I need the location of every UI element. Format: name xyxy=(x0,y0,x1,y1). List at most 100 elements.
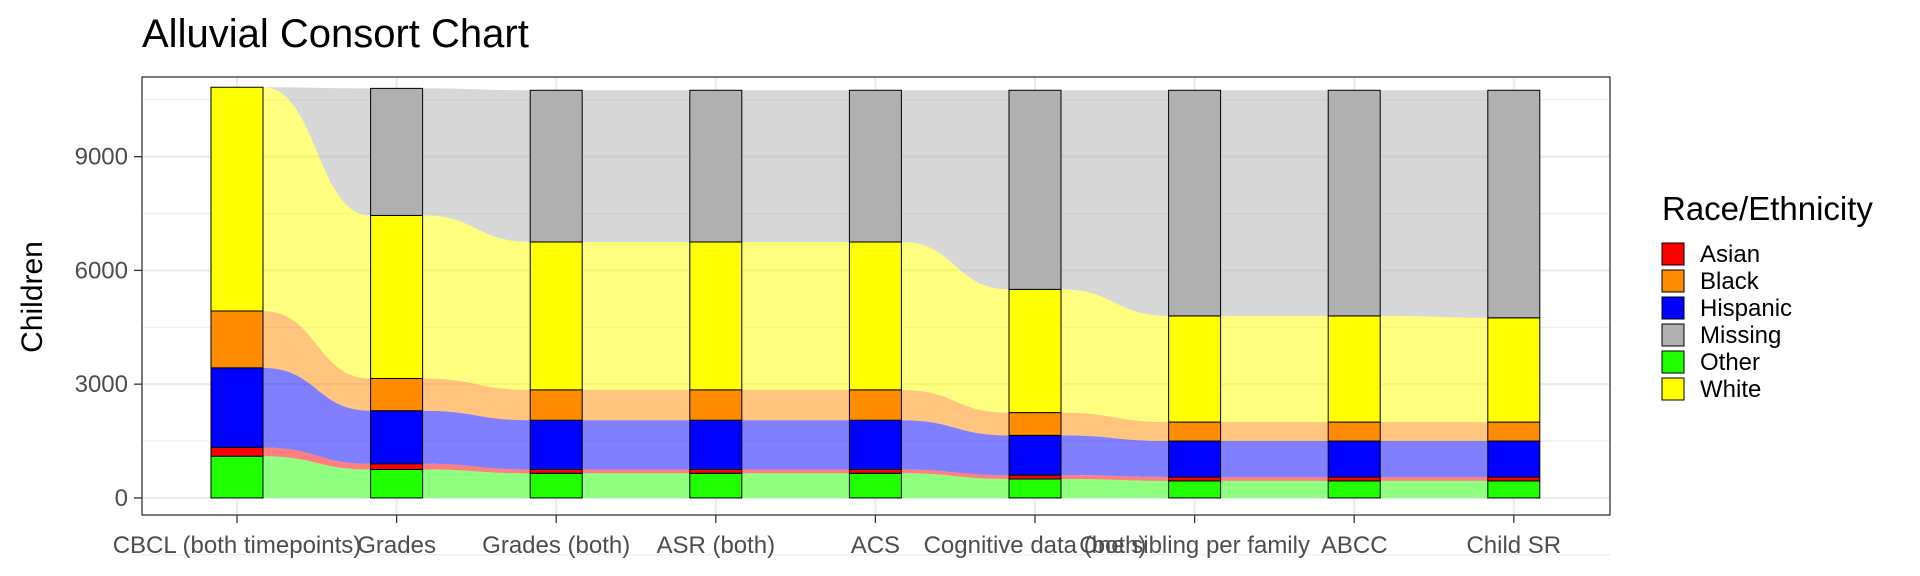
flow-hispanic-5 xyxy=(1061,435,1169,478)
legend-key-hispanic xyxy=(1661,296,1685,320)
bar-hispanic-1 xyxy=(370,410,424,465)
y-tick-label: 9000 xyxy=(75,144,128,171)
x-tick-label: One sibling per family xyxy=(1079,532,1310,559)
flow-missing-5 xyxy=(1061,90,1169,316)
bar-asian-0 xyxy=(210,446,264,457)
flow-missing-3 xyxy=(741,90,850,242)
flow-other-3 xyxy=(741,473,850,498)
x-tick-label: Cognitive data (both) xyxy=(924,532,1147,559)
bar-asian-4 xyxy=(848,468,902,474)
legend-key-other xyxy=(1661,350,1685,374)
x-axis: CBCL (both timepoints)Grades Grades (both… xyxy=(113,515,1561,559)
flow-hispanic-3 xyxy=(741,420,850,470)
legend-label-white: White xyxy=(1700,376,1761,403)
flow-asian-1 xyxy=(422,463,531,474)
flow-black-2 xyxy=(582,389,690,421)
x-tick-label: ACS xyxy=(851,532,900,559)
flow-missing-1 xyxy=(422,88,531,242)
flow-hispanic-2 xyxy=(582,420,690,470)
legend-title: Race/Ethnicity xyxy=(1662,190,1873,227)
bar-missing-6 xyxy=(1168,89,1222,317)
bar-other-0 xyxy=(210,455,264,499)
chart-title: Alluvial Consort Chart xyxy=(142,12,529,56)
x-tick-label: ASR (both) xyxy=(656,532,775,559)
legend-key-asian xyxy=(1661,242,1685,266)
flow-asian-2 xyxy=(582,469,690,474)
bar-white-2 xyxy=(529,241,583,391)
flow-hispanic-6 xyxy=(1220,441,1329,478)
flow-white-7 xyxy=(1380,315,1488,423)
flow-hispanic-7 xyxy=(1380,441,1488,478)
bar-missing-2 xyxy=(529,89,583,243)
bar-other-4 xyxy=(848,472,902,499)
bar-black-7 xyxy=(1327,421,1381,442)
x-tick-label: CBCL (both timepoints) xyxy=(113,532,362,559)
flow-missing-4 xyxy=(901,90,1009,290)
flow-other-1 xyxy=(422,469,531,498)
y-axis: 0 3000 6000 9000 xyxy=(75,144,142,512)
bar-hispanic-4 xyxy=(848,419,902,470)
flow-asian-7 xyxy=(1380,477,1488,481)
flow-missing-2 xyxy=(582,90,690,242)
bar-black-3 xyxy=(689,389,743,421)
bar-hispanic-6 xyxy=(1168,440,1222,478)
bar-black-0 xyxy=(210,310,264,369)
flow-asian-6 xyxy=(1220,477,1329,481)
bar-missing-3 xyxy=(689,89,743,243)
bar-asian-3 xyxy=(689,468,743,474)
bar-black-5 xyxy=(1008,412,1062,436)
flow-black-5 xyxy=(1061,412,1169,442)
flow-black-3 xyxy=(741,389,850,421)
bar-other-6 xyxy=(1168,480,1222,499)
flow-missing-7 xyxy=(1380,90,1488,318)
bar-asian-2 xyxy=(529,468,583,474)
bar-asian-5 xyxy=(1008,474,1062,480)
legend-key-white xyxy=(1661,377,1685,401)
x-tick-label: Grades xyxy=(357,532,436,559)
bar-other-1 xyxy=(370,468,424,499)
stacked-bars xyxy=(210,86,1541,499)
bar-white-3 xyxy=(689,241,743,391)
legend: Race/Ethnicity AsianBlackHispanicMissing… xyxy=(1661,190,1873,403)
bar-missing-4 xyxy=(848,89,902,243)
legend-label-missing: Missing xyxy=(1700,322,1781,349)
flow-hispanic-4 xyxy=(901,420,1009,476)
bar-hispanic-3 xyxy=(689,419,743,470)
bar-other-3 xyxy=(689,472,743,499)
alluvial-flows xyxy=(263,87,1488,498)
y-tick-label: 0 xyxy=(115,485,128,512)
bar-white-8 xyxy=(1487,317,1541,423)
bar-missing-1 xyxy=(370,87,424,216)
bar-missing-8 xyxy=(1487,89,1541,319)
flow-asian-5 xyxy=(1061,475,1169,481)
x-tick-label: ABCC xyxy=(1321,532,1388,559)
bar-asian-6 xyxy=(1168,476,1222,482)
bar-white-7 xyxy=(1327,315,1381,423)
flow-asian-3 xyxy=(741,469,850,474)
legend-label-black: Black xyxy=(1700,268,1760,295)
legend-label-other: Other xyxy=(1700,349,1760,376)
bar-missing-5 xyxy=(1008,89,1062,290)
flow-black-0 xyxy=(263,310,371,411)
bar-black-1 xyxy=(370,377,424,412)
legend-label-asian: Asian xyxy=(1700,241,1760,268)
flow-other-7 xyxy=(1380,480,1488,498)
legend-label-hispanic: Hispanic xyxy=(1700,295,1792,322)
flow-black-7 xyxy=(1380,422,1488,442)
bar-white-4 xyxy=(848,241,902,391)
y-axis-title: Children xyxy=(16,241,49,353)
flow-black-1 xyxy=(422,378,531,421)
flow-other-6 xyxy=(1220,480,1329,498)
bar-hispanic-5 xyxy=(1008,434,1062,476)
flow-hispanic-0 xyxy=(263,367,371,464)
flow-black-6 xyxy=(1220,422,1329,442)
flow-other-2 xyxy=(582,473,690,498)
flow-asian-0 xyxy=(263,447,371,470)
bar-asian-1 xyxy=(370,463,424,470)
y-tick-label: 3000 xyxy=(75,371,128,398)
flow-white-3 xyxy=(741,241,850,390)
bar-black-4 xyxy=(848,389,902,421)
bar-hispanic-8 xyxy=(1487,440,1541,478)
flow-asian-4 xyxy=(901,469,1009,479)
